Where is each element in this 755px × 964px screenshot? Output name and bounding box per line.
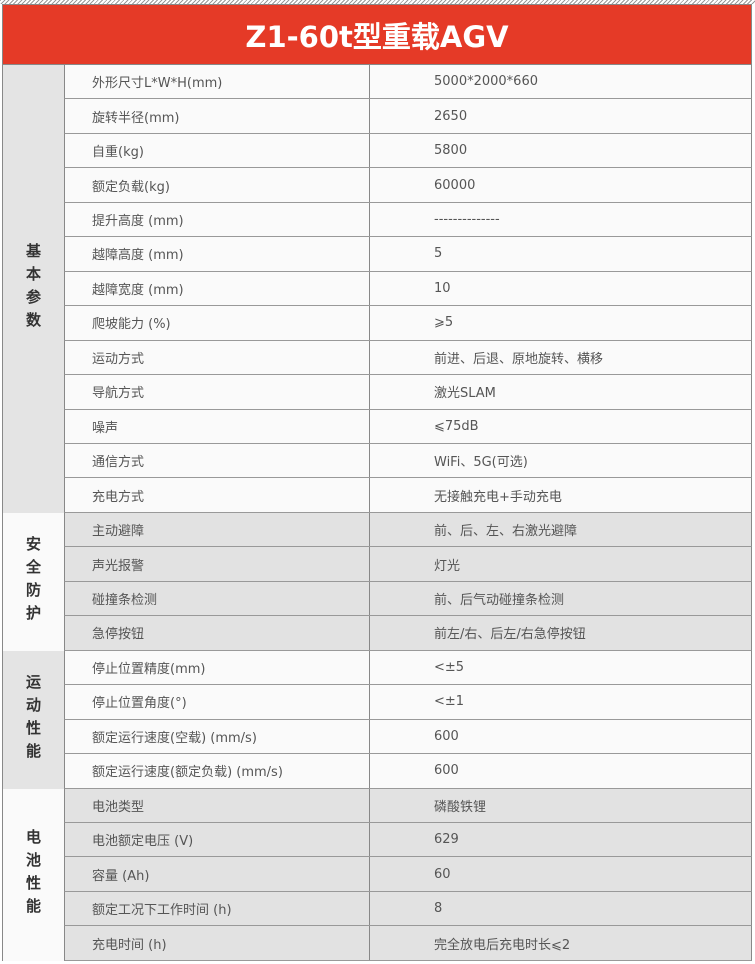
table-row: 外形尺寸L*W*H(mm) 5000*2000*660 — [64, 65, 752, 100]
table-row: 通信方式 WiFi、5G(可选) — [64, 443, 752, 479]
param-value: 灯光 — [434, 558, 461, 574]
param-name: 停止位置角度(°) — [65, 685, 370, 719]
param-value: 前、后、左、右激光避障 — [434, 524, 578, 540]
param-value: ⩾5 — [434, 315, 454, 331]
param-name: 充电方式 — [65, 478, 370, 512]
param-value: 8 — [434, 901, 443, 917]
param-name: 电池额定电压 (V) — [65, 822, 370, 857]
param-name: 自重(kg) — [65, 133, 370, 168]
table-row: 爬坡能力 (%) ⩾5 — [64, 306, 752, 341]
param-value: <±5 — [434, 659, 465, 675]
table-row: 额定工况下工作时间 (h) 8 — [64, 891, 752, 927]
param-name: 运动方式 — [65, 340, 370, 375]
param-value: WiFi、5G(可选) — [434, 455, 528, 471]
param-name: 通信方式 — [65, 443, 370, 478]
param-value: 629 — [434, 832, 459, 848]
param-value: <±1 — [434, 694, 465, 710]
table-row: 碰撞条检测 前、后气动碰撞条检测 — [64, 581, 752, 617]
param-name: 越障高度 (mm) — [65, 237, 370, 271]
table-row: 停止位置角度(°) <±1 — [64, 685, 752, 720]
table-row: 越障高度 (mm) 5 — [64, 237, 752, 272]
param-name: 停止位置精度(mm) — [65, 650, 370, 685]
table-row: 容量 (Ah) 60 — [64, 857, 752, 892]
param-value: 激光SLAM — [434, 386, 496, 402]
group-label: 运动性能 — [3, 650, 64, 789]
table-row: 噪声 ⩽75dB — [64, 409, 752, 444]
table-row: 自重(kg) 5800 — [64, 133, 752, 169]
param-name: 电池类型 — [65, 788, 370, 822]
spec-group: 基本参数 外形尺寸L*W*H(mm) 5000*2000*660 旋转半径(mm) 26… — [2, 65, 752, 513]
param-value: 5 — [434, 246, 443, 262]
table-row: 电池额定电压 (V) 629 — [64, 822, 752, 858]
table-row: 额定运行速度(额定负载) (mm/s) 600 — [64, 754, 752, 789]
param-value: 磷酸铁锂 — [434, 799, 487, 815]
param-name: 导航方式 — [65, 375, 370, 409]
param-value: 600 — [434, 728, 459, 744]
page-title: Z1-60t型重载AGV — [2, 4, 752, 65]
table-row: 声光报警 灯光 — [64, 547, 752, 582]
param-name: 外形尺寸L*W*H(mm) — [65, 65, 370, 99]
table-row: 充电方式 无接触充电+手动充电 — [64, 478, 752, 513]
spec-table: 基本参数 外形尺寸L*W*H(mm) 5000*2000*660 旋转半径(mm) 26… — [2, 65, 752, 961]
param-value: 5800 — [434, 143, 468, 159]
param-name: 噪声 — [65, 409, 370, 443]
param-value: 完全放电后充电时长⩽2 — [434, 937, 571, 953]
param-name: 主动避障 — [65, 512, 370, 547]
group-label: 安全防护 — [3, 512, 64, 651]
param-value: 60000 — [434, 177, 476, 193]
param-name: 声光报警 — [65, 547, 370, 581]
table-row: 主动避障 前、后、左、右激光避障 — [64, 512, 752, 548]
table-row: 额定运行速度(空载) (mm/s) 600 — [64, 719, 752, 755]
table-row: 越障宽度 (mm) 10 — [64, 271, 752, 307]
param-value: 2650 — [434, 108, 468, 124]
param-name: 额定运行速度(额定负载) (mm/s) — [65, 754, 370, 788]
table-row: 旋转半径(mm) 2650 — [64, 99, 752, 134]
param-value: ⩽75dB — [434, 418, 479, 434]
param-name: 碰撞条检测 — [65, 581, 370, 616]
param-name: 越障宽度 (mm) — [65, 271, 370, 306]
param-value: 10 — [434, 280, 451, 296]
param-name: 额定工况下工作时间 (h) — [65, 891, 370, 926]
param-value: 60 — [434, 866, 451, 882]
table-row: 提升高度 (mm) -------------- — [64, 202, 752, 238]
spec-group: 运动性能 停止位置精度(mm) <±5 停止位置角度(°) <±1 额定运行速度(空载) … — [2, 650, 752, 789]
table-row: 停止位置精度(mm) <±5 — [64, 650, 752, 686]
top-border — [0, 0, 755, 4]
spec-group: 安全防护 主动避障 前、后、左、右激光避障声光报警 灯光碰撞条检测 前、后气动碰撞条检测… — [2, 512, 752, 651]
table-row: 运动方式 前进、后退、原地旋转、横移 — [64, 340, 752, 376]
param-value: 无接触充电+手动充电 — [434, 489, 562, 505]
table-row: 导航方式 激光SLAM — [64, 375, 752, 410]
param-name: 额定运行速度(空载) (mm/s) — [65, 719, 370, 754]
param-value: -------------- — [434, 212, 500, 228]
param-name: 爬坡能力 (%) — [65, 306, 370, 340]
group-label: 基本参数 — [3, 65, 64, 513]
param-value: 前左/右、后左/右急停按钮 — [434, 627, 586, 643]
param-name: 容量 (Ah) — [65, 857, 370, 891]
param-value: 前进、后退、原地旋转、横移 — [434, 351, 604, 367]
spec-group: 电池性能 电池类型 磷酸铁锂电池额定电压 (V) 629 容量 (Ah) 60 额定工况下工… — [2, 788, 752, 961]
param-name: 提升高度 (mm) — [65, 202, 370, 237]
group-label: 电池性能 — [3, 788, 64, 961]
param-name: 旋转半径(mm) — [65, 99, 370, 133]
param-name: 充电时间 (h) — [65, 926, 370, 960]
table-row: 充电时间 (h) 完全放电后充电时长⩽2 — [64, 926, 752, 961]
table-row: 额定负载(kg) 60000 — [64, 168, 752, 203]
table-row: 电池类型 磷酸铁锂 — [64, 788, 752, 823]
param-name: 额定负载(kg) — [65, 168, 370, 202]
param-value: 5000*2000*660 — [434, 74, 538, 90]
param-value: 600 — [434, 763, 459, 779]
table-row: 急停按钮 前左/右、后左/右急停按钮 — [64, 616, 752, 651]
param-value: 前、后气动碰撞条检测 — [434, 593, 565, 609]
param-name: 急停按钮 — [65, 616, 370, 650]
